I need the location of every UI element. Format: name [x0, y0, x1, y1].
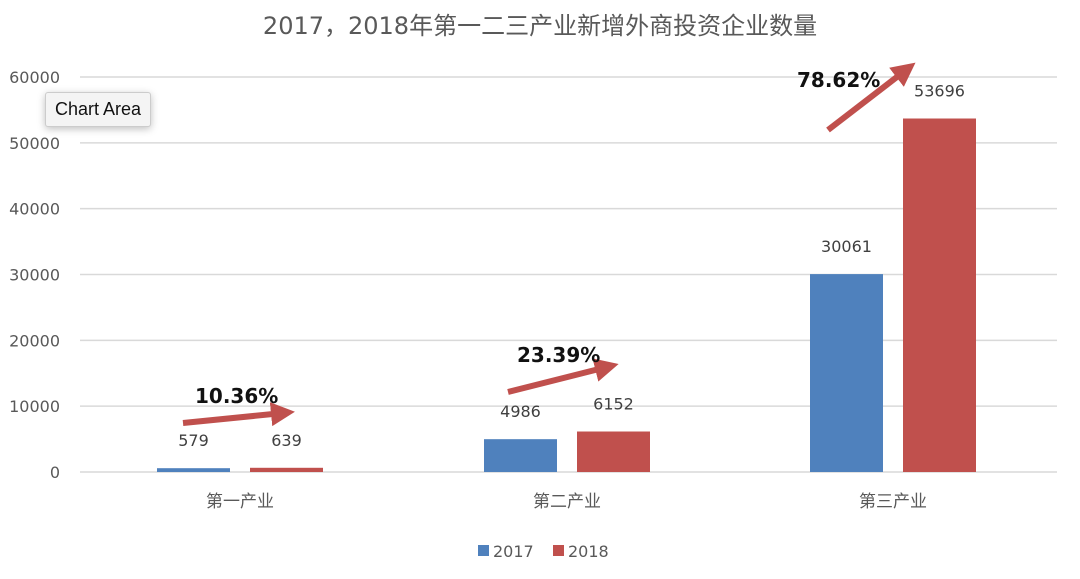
data-label: 6152 — [593, 394, 634, 413]
legend-swatch-2018 — [553, 545, 564, 556]
x-tick-label: 第二产业 — [533, 492, 601, 512]
x-tick-label: 第一产业 — [206, 492, 274, 512]
bar-2018 — [250, 467, 323, 472]
y-tick-label: 50000 — [9, 134, 60, 153]
y-tick-label: 30000 — [9, 266, 60, 285]
growth-arrow — [182, 402, 295, 427]
y-tick-label: 40000 — [9, 200, 60, 219]
growth-annotation: 23.39% — [517, 343, 600, 367]
growth-annotation: 78.62% — [797, 68, 880, 92]
y-tick-label: 10000 — [9, 397, 60, 416]
bar-2018 — [577, 431, 650, 472]
data-label: 30061 — [821, 237, 872, 256]
growth-arrow — [826, 62, 916, 133]
bar-2018 — [903, 118, 976, 472]
data-label: 579 — [178, 431, 209, 450]
data-label: 639 — [271, 431, 302, 450]
bar-2017 — [484, 439, 557, 472]
bar-2017 — [157, 468, 230, 472]
growth-arrow — [507, 358, 619, 395]
legend-label: 2018 — [568, 542, 609, 561]
legend-swatch-2017 — [478, 545, 489, 556]
data-label: 4986 — [500, 402, 541, 421]
data-label: 53696 — [914, 82, 965, 101]
x-tick-label: 第三产业 — [859, 492, 927, 512]
y-tick-label: 60000 — [9, 68, 60, 87]
y-tick-label: 0 — [50, 463, 60, 482]
bar-2017 — [810, 274, 883, 472]
growth-annotation: 10.36% — [195, 384, 278, 408]
chart-area-tooltip: Chart Area — [45, 92, 152, 127]
legend-label: 2017 — [493, 542, 534, 561]
chart-title: 2017，2018年第一二三产业新增外商投资企业数量 — [263, 12, 817, 40]
y-tick-label: 20000 — [9, 331, 60, 350]
